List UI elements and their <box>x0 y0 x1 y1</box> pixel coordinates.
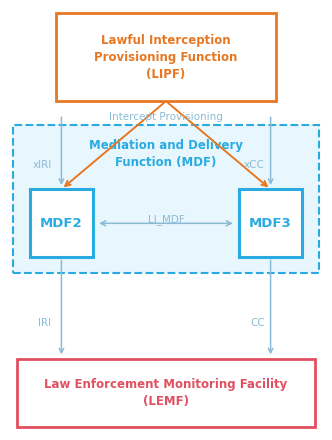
Text: xCC: xCC <box>244 160 265 170</box>
Text: Law Enforcement Monitoring Facility
(LEMF): Law Enforcement Monitoring Facility (LEM… <box>44 378 288 408</box>
Text: LI_MDF: LI_MDF <box>148 215 184 225</box>
FancyBboxPatch shape <box>17 359 315 427</box>
Text: Intercept Provisioning: Intercept Provisioning <box>109 112 223 121</box>
Text: CC: CC <box>251 319 265 328</box>
Text: IRI: IRI <box>38 319 51 328</box>
FancyBboxPatch shape <box>30 189 93 257</box>
Text: MDF3: MDF3 <box>249 217 292 230</box>
Text: Lawful Interception
Provisioning Function
(LIPF): Lawful Interception Provisioning Functio… <box>94 34 238 81</box>
FancyBboxPatch shape <box>13 125 319 273</box>
Text: xIRI: xIRI <box>32 160 51 170</box>
Text: Mediation and Delivery
Function (MDF): Mediation and Delivery Function (MDF) <box>89 139 243 169</box>
FancyBboxPatch shape <box>239 189 302 257</box>
Text: MDF2: MDF2 <box>40 217 83 230</box>
FancyBboxPatch shape <box>56 13 276 101</box>
